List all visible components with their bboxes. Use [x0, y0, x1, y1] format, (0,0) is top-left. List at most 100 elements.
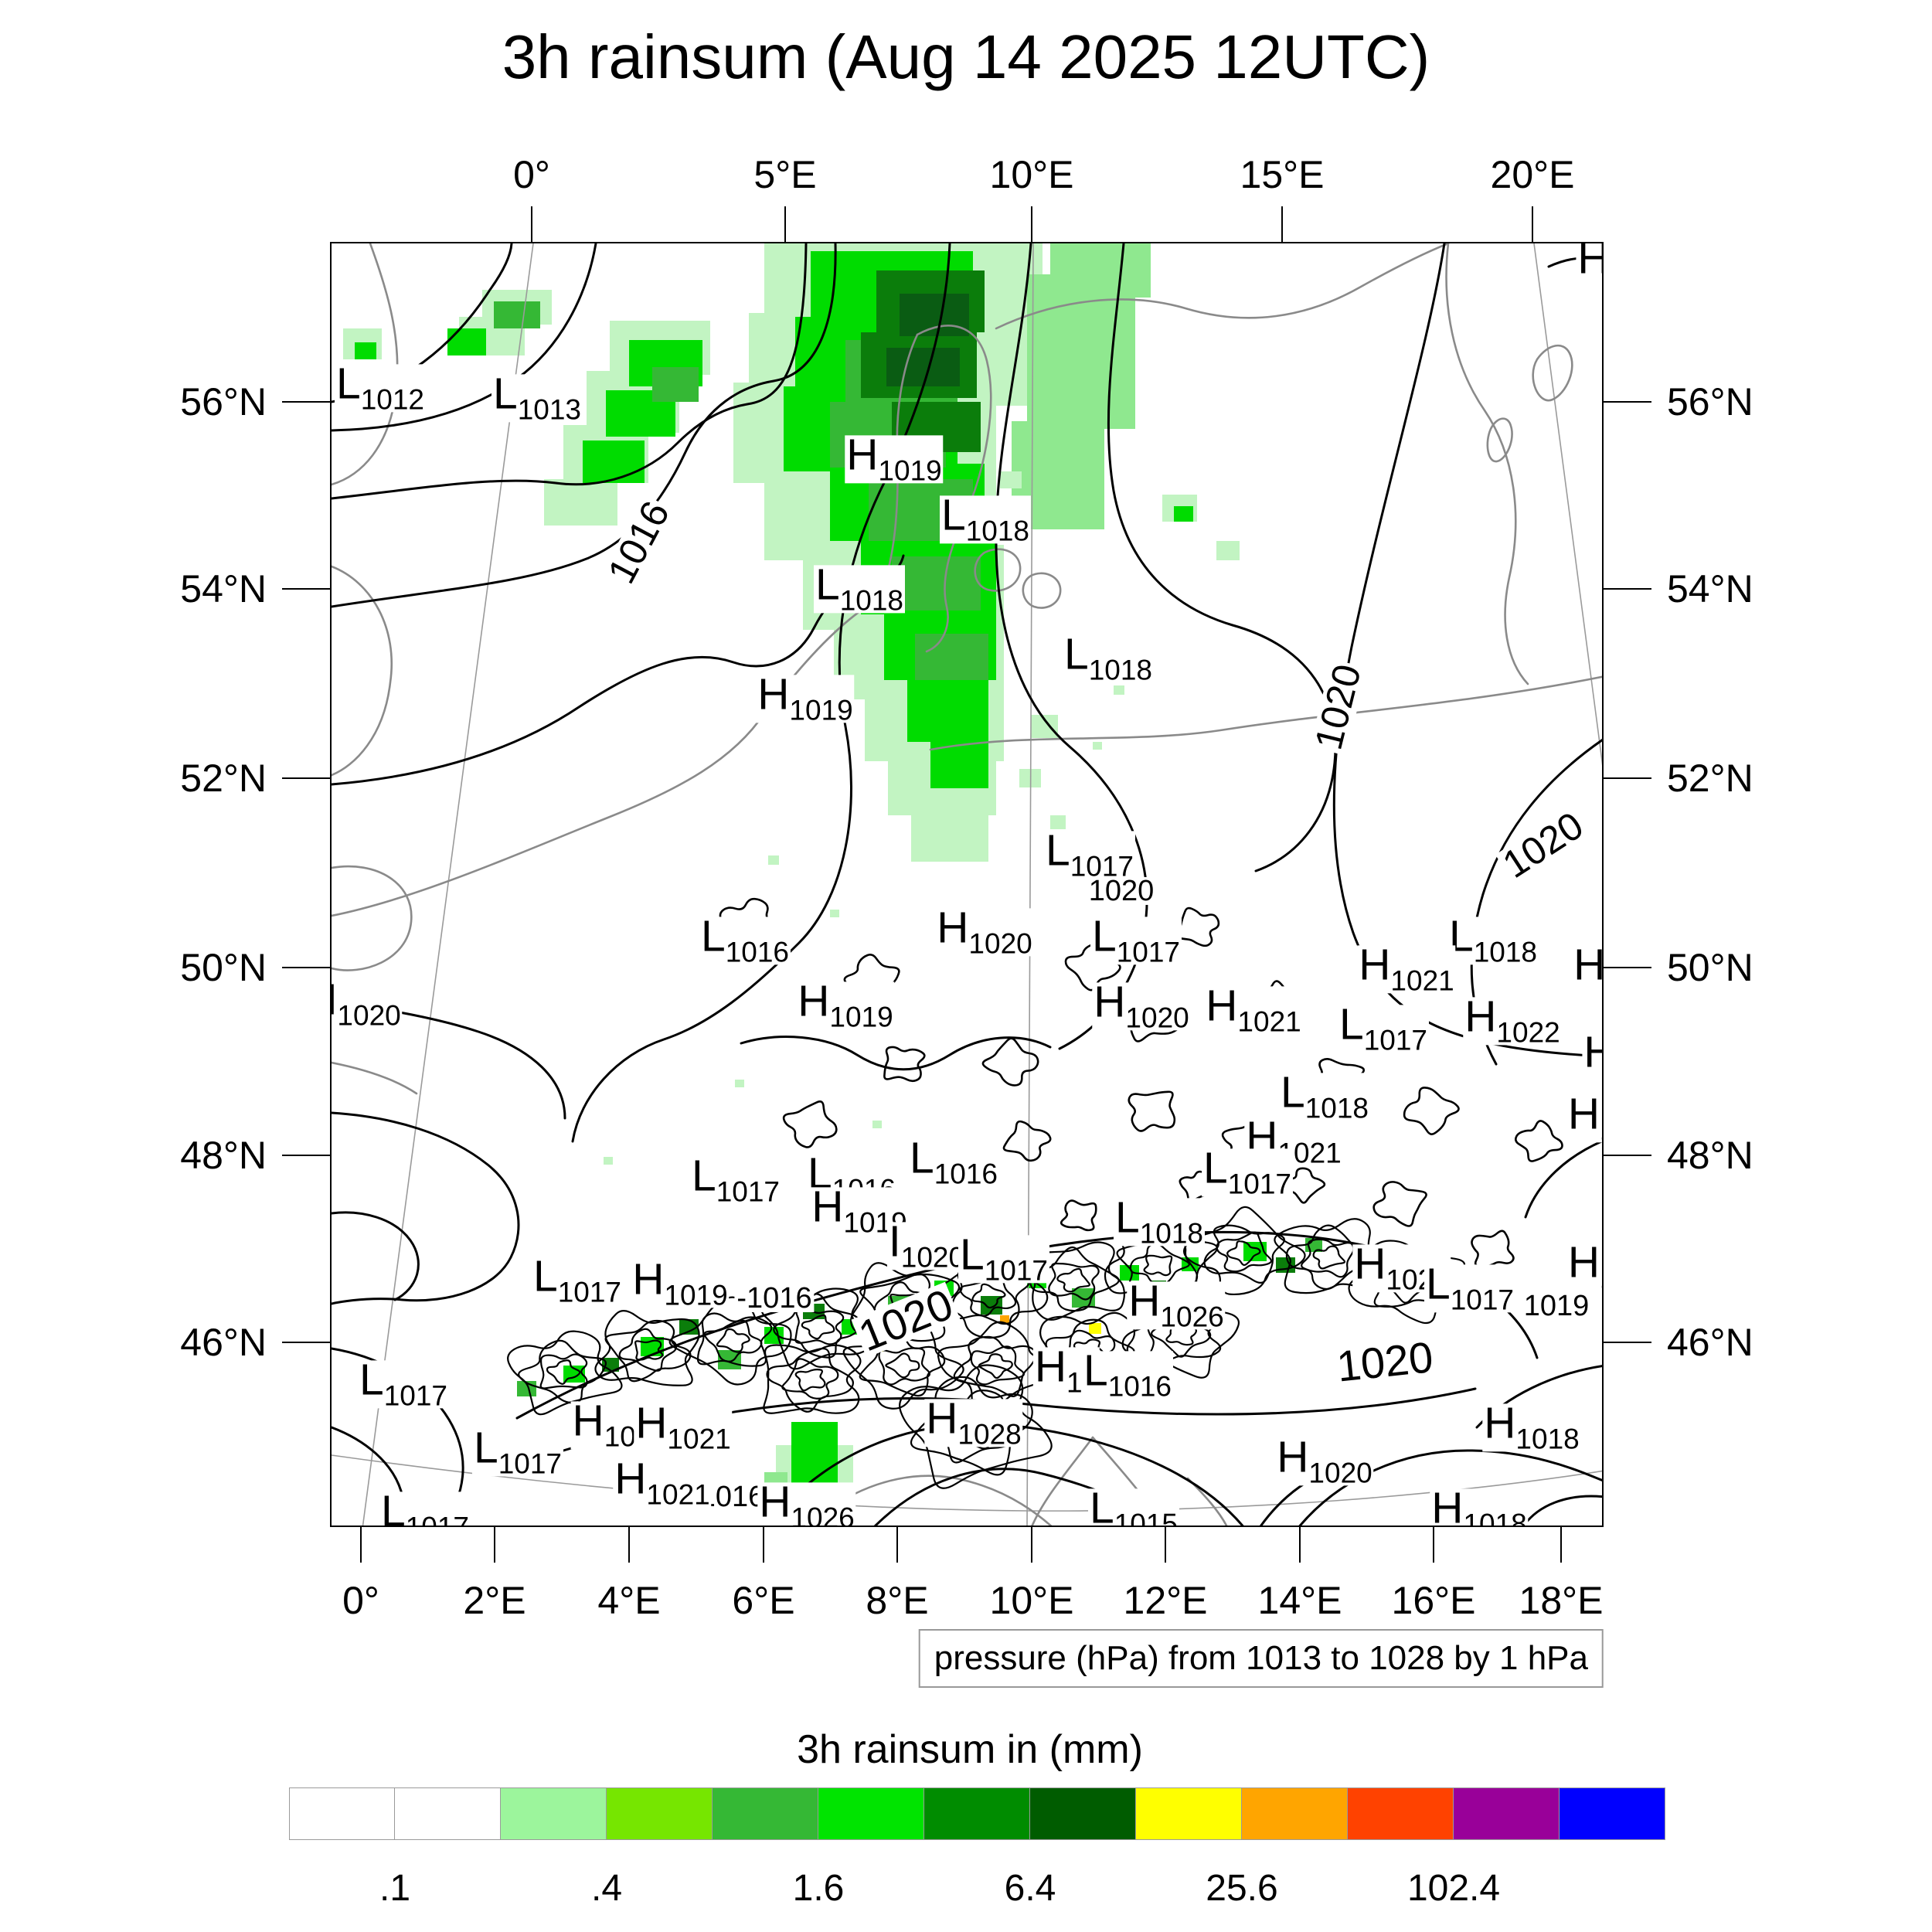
pressure-label-L1017: L1017: [957, 1230, 1050, 1287]
contour-path: [703, 1319, 763, 1362]
map-frame: L1012 L1013 H1019 L1018 L1018 H1019 L1018 L1017…: [330, 242, 1604, 1527]
rain-pixel: [1089, 1323, 1101, 1334]
contour-path: [885, 1352, 920, 1379]
rain-pixel: [583, 440, 645, 483]
colorbar-cell: [1454, 1787, 1560, 1840]
pressure-label-L1017: L1017: [1090, 911, 1182, 968]
axis-tick-label: 54°N: [1667, 567, 1753, 611]
coastline-path: [332, 865, 413, 971]
axis-tick-label: 56°N: [1667, 380, 1753, 423]
contour-path: [1403, 1087, 1460, 1135]
contour-path: [618, 1328, 678, 1372]
graticule-path: [362, 243, 534, 1526]
axis-tick-label: 50°N: [1667, 946, 1753, 989]
contour-path: [1107, 243, 1337, 872]
pressure-label-H1019: H1019: [631, 1254, 730, 1311]
contour-path: [332, 243, 837, 608]
pressure-label-H1019: H1019: [756, 669, 855, 726]
rain-pixel: [1216, 541, 1240, 560]
axis-tick-label: 4°E: [597, 1579, 661, 1622]
map-area: L1012 L1013 H1019 L1018 L1018 H1019 L1018 L1017…: [330, 242, 1604, 1527]
axis-tick: [1604, 1155, 1651, 1156]
contour-path: [801, 1314, 835, 1340]
contour-path: [1226, 1240, 1261, 1267]
contour-path: [634, 1339, 664, 1361]
coastline-path: [825, 1475, 1053, 1526]
axis-tick: [784, 206, 786, 242]
contour-path: [766, 1347, 854, 1413]
contour-path: [1216, 1231, 1273, 1273]
pressure-label-H1028: H1028: [924, 1393, 1023, 1451]
pressure-label-L1017: L1017: [531, 1251, 624, 1308]
axis-tick: [282, 967, 330, 968]
colorbar-cell: [395, 1787, 501, 1840]
axis-tick-label: 20°E: [1490, 153, 1575, 196]
contour-path: [1128, 1090, 1176, 1132]
contour-path: [332, 1111, 520, 1305]
axis-tick-label: 54°N: [180, 567, 267, 611]
axis-tick: [1299, 1527, 1301, 1563]
pressure-label-L1018: L1018: [813, 560, 906, 617]
pressure-label-L1012: L1012: [334, 359, 427, 416]
pressure-label-L1016: L1016: [907, 1133, 1000, 1190]
colorbar-tick-label: .4: [590, 1868, 623, 1909]
axis-tick-label: 52°N: [1667, 757, 1753, 800]
rain-pixel: [907, 680, 988, 742]
colorbar-cell: [289, 1787, 395, 1840]
pressure-label-L1016: L1016: [699, 911, 791, 968]
axis-tick: [360, 1527, 362, 1563]
colorbar: [289, 1787, 1665, 1840]
contour-value-label: 1019: [1521, 1291, 1592, 1321]
contour-path: [696, 1312, 773, 1367]
colorbar-cell: [607, 1787, 713, 1840]
contour-path: [1015, 1241, 1125, 1321]
pressure-label-L1017: L1017: [1423, 1259, 1516, 1316]
pressure-label-I1020: I1020: [886, 1216, 967, 1274]
contour-path: [1143, 1254, 1173, 1277]
rain-pixel: [1000, 1315, 1009, 1324]
contour-path: [1524, 1140, 1602, 1219]
axis-tick-label: 52°N: [180, 757, 267, 800]
contour-path: [1312, 1245, 1346, 1270]
axis-tick: [763, 1527, 764, 1563]
contour-path: [794, 1308, 845, 1345]
pressure-label-L1018: L1018: [1113, 1192, 1206, 1250]
pressure-label-H10: H10: [1566, 1092, 1602, 1144]
pressure-label-H10: H10: [1566, 1240, 1602, 1292]
pressure-label-L1018: L1018: [1062, 629, 1155, 686]
contour-value-label: -1016: [734, 1284, 815, 1313]
pressure-label-H1019: H1019: [845, 430, 944, 487]
contour-path: [981, 1037, 1039, 1087]
axis-tick: [1604, 777, 1651, 779]
coastline-path: [332, 1061, 418, 1095]
pressure-label-L1017: L1017: [471, 1423, 564, 1480]
axis-tick: [282, 588, 330, 590]
contour-path: [1372, 1181, 1427, 1227]
axis-tick: [1532, 206, 1533, 242]
axis-tick-label: 10°E: [989, 153, 1074, 196]
coastline-path: [1022, 572, 1062, 609]
pressure-label-H1021: H1021: [1204, 981, 1303, 1038]
rain-pixel: [886, 348, 960, 386]
axis-tick: [1165, 1527, 1166, 1563]
axis-tick: [1433, 1527, 1434, 1563]
axis-tick: [628, 1527, 630, 1563]
axis-tick: [282, 777, 330, 779]
pressure-label-H1022: H1022: [1463, 992, 1562, 1049]
pressure-label-L1018: L1018: [939, 490, 1032, 547]
contour-path: [1002, 1120, 1052, 1162]
axis-tick: [282, 1155, 330, 1156]
rain-pixel: [1050, 243, 1151, 298]
pressure-label-L1016: L1016: [1081, 1345, 1174, 1403]
pressure-label-L1018: L1018: [1278, 1067, 1371, 1124]
colorbar-cell: [1560, 1787, 1665, 1840]
pressure-label-L1017: L1017: [1337, 999, 1430, 1056]
axis-tick: [1604, 967, 1651, 968]
contour-path: [1056, 1267, 1090, 1293]
axis-tick-label: 12°E: [1123, 1579, 1208, 1622]
rain-pixel: [544, 479, 617, 526]
contour-path: [1029, 1246, 1120, 1312]
colorbar-cell: [924, 1787, 1030, 1840]
contour-path: [1522, 1495, 1602, 1526]
